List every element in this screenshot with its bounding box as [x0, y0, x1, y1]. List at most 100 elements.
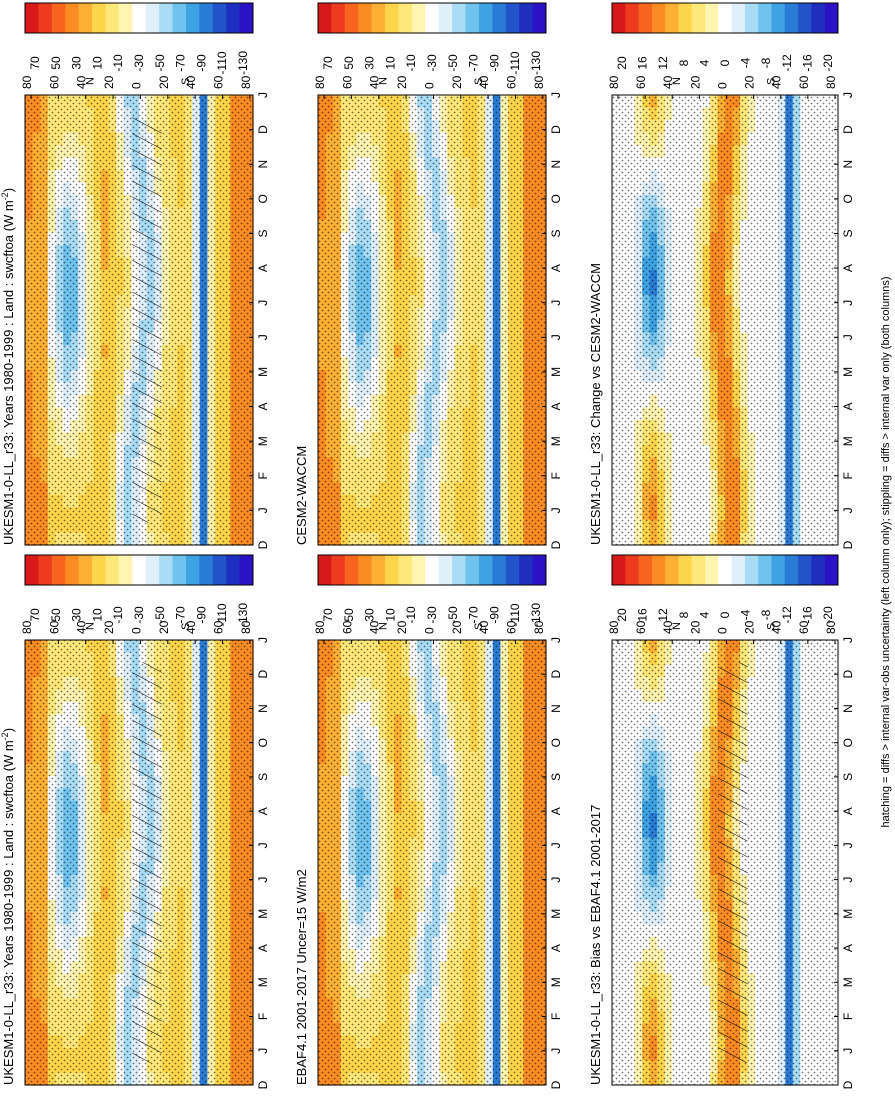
colorbar-swatch	[65, 3, 80, 33]
panel-title-end: )	[1, 188, 16, 192]
colorbar-tick-label: -110	[508, 603, 522, 626]
colorbar-tick-label: -70	[174, 54, 188, 72]
latitude-tick-label: 20	[395, 75, 409, 89]
month-tick-label: O	[549, 738, 563, 747]
colorbar-swatch	[425, 555, 440, 585]
colorbar-swatch	[212, 3, 227, 33]
colorbar-tick-label: -70	[174, 606, 188, 624]
month-tick-label: S	[256, 773, 270, 781]
colorbar-swatch	[438, 555, 453, 585]
colorbar: 70 50 30 10 -10 -30 -50 -70 -90 -110 -130	[24, 2, 254, 75]
month-tick-label: A	[256, 807, 270, 815]
latitude-tick-label: 0	[129, 627, 143, 634]
colorbar-swatch	[411, 555, 426, 585]
colorbar-swatch	[425, 3, 440, 33]
colorbar-swatch	[331, 555, 346, 585]
month-tick-label: M	[549, 977, 563, 987]
colorbar-tick-label: -90	[487, 54, 501, 72]
month-tick-label: J	[549, 877, 563, 883]
colorbar-swatch	[398, 3, 413, 33]
colorbar-swatch	[438, 3, 453, 33]
colorbar-swatch	[145, 3, 160, 33]
colorbar-tick-label: -10	[404, 606, 418, 624]
colorbar-tick-label: -50	[153, 606, 167, 624]
latitude-tick-labels: 80 60 40 20 0 20 40 60 80	[313, 75, 546, 99]
panel-title: UKESM1-0-LL_r33: Years 1980-1999 : Land …	[0, 728, 16, 1085]
colorbar-swatch	[226, 555, 240, 585]
colorbar-swatch	[465, 3, 480, 33]
colorbar-swatch	[92, 3, 106, 33]
colorbar-tick-label: -130	[529, 51, 543, 75]
colorbar-tick-label: 70	[28, 56, 42, 70]
colorbar-tick-label: 50	[342, 56, 356, 70]
plot-frame	[317, 639, 547, 1086]
colorbar-swatch	[78, 555, 93, 585]
latitude-tick-label: 80	[20, 75, 34, 89]
month-tick-label: O	[256, 194, 270, 203]
hemisphere-label: S	[180, 78, 192, 85]
colorbar-swatch	[505, 3, 520, 33]
month-tick-label: F	[549, 1013, 563, 1020]
colorbar-swatch	[465, 555, 480, 585]
colorbar-swatch	[385, 555, 399, 585]
latitude-tick-label: 20	[157, 75, 171, 89]
colorbar-swatch	[344, 3, 359, 33]
month-tick-label: J	[256, 877, 270, 883]
month-tick-label: J	[549, 334, 563, 340]
month-tick-label: F	[549, 472, 563, 479]
month-tick-label: M	[549, 909, 563, 919]
colorbar-tick-label: -50	[446, 54, 460, 72]
colorbar-swatch	[358, 3, 373, 33]
plot-frame	[24, 639, 254, 1086]
colorbar-swatch	[239, 555, 254, 585]
hemisphere-label: N	[84, 77, 96, 85]
month-tick-label: J	[256, 1048, 270, 1054]
latitude-tick-label: 60	[47, 620, 61, 634]
latitude-tick-label: 40	[184, 75, 198, 89]
latitude-tick-label: 80	[532, 75, 546, 89]
colorbar-tick-label: -30	[132, 54, 146, 72]
colorbar-swatch	[105, 555, 120, 585]
month-tick-label: J	[549, 842, 563, 848]
colorbar-swatch	[478, 555, 493, 585]
stippling-overlay	[318, 640, 546, 1085]
latitude-tick-label: 20	[102, 620, 116, 634]
latitude-tick-label: 80	[239, 620, 253, 634]
month-tick-label: N	[549, 704, 563, 713]
colorbar-swatch	[532, 555, 547, 585]
latitude-tick-label: 60	[505, 620, 519, 634]
colorbar-swatch	[38, 555, 53, 585]
latitude-tick-label: 60	[340, 620, 354, 634]
month-tick-label: A	[549, 807, 563, 815]
month-tick-label: A	[256, 944, 270, 952]
latitude-tick-label: 80	[313, 75, 327, 89]
colorbar-tick-label: -130	[529, 603, 543, 627]
colorbar-swatch	[78, 3, 93, 33]
panel-4: 80 60 40 20 0 20 40 60 80N SDJFMAMJJASONDJUKESM1-…	[588, 554, 855, 1089]
colorbar-swatch	[212, 555, 227, 585]
colorbar-swatch	[411, 3, 426, 33]
plot-frame	[24, 94, 254, 546]
colorbar-tick-label: 30	[363, 608, 377, 622]
hemisphere-label: S	[180, 623, 192, 630]
colorbar-tick-label: -90	[194, 54, 208, 72]
month-tick-label: D	[256, 125, 270, 134]
month-tick-label: S	[549, 773, 563, 781]
latitude-tick-label: 40	[184, 620, 198, 634]
colorbar-tick-label: -10	[111, 54, 125, 72]
month-tick-label: J	[256, 507, 270, 513]
month-tick-label: A	[549, 264, 563, 272]
latitude-tick-label: 0	[129, 82, 143, 89]
colorbar-tick-label: 50	[49, 56, 63, 70]
latitude-tick-label: 40	[75, 75, 89, 89]
hatching-overlay	[132, 662, 162, 1063]
colorbar-swatch	[519, 555, 533, 585]
colorbar-swatch	[385, 3, 399, 33]
colorbar-tick-label: 30	[70, 608, 84, 622]
colorbar-tick-label: -90	[194, 606, 208, 624]
month-tick-label: J	[256, 334, 270, 340]
colorbar-tick-label: 10	[383, 56, 397, 70]
